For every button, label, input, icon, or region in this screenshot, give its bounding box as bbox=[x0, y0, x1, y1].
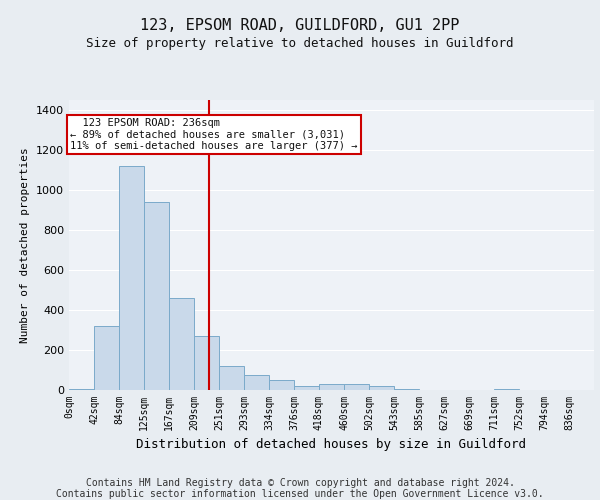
Bar bbox=[144, 202, 169, 390]
Bar bbox=[369, 386, 394, 390]
Bar bbox=[169, 298, 194, 390]
Text: Contains public sector information licensed under the Open Government Licence v3: Contains public sector information licen… bbox=[56, 489, 544, 499]
Bar bbox=[69, 389, 94, 390]
Bar bbox=[219, 366, 244, 390]
Bar bbox=[294, 386, 319, 390]
Bar bbox=[344, 384, 369, 390]
Bar bbox=[494, 389, 519, 390]
Bar bbox=[194, 336, 219, 390]
Bar bbox=[119, 166, 144, 390]
Text: 123 EPSOM ROAD: 236sqm
← 89% of detached houses are smaller (3,031)
11% of semi-: 123 EPSOM ROAD: 236sqm ← 89% of detached… bbox=[70, 118, 358, 151]
Bar bbox=[394, 389, 419, 390]
Bar bbox=[319, 384, 344, 390]
Bar bbox=[94, 326, 119, 390]
Bar bbox=[269, 380, 294, 390]
X-axis label: Distribution of detached houses by size in Guildford: Distribution of detached houses by size … bbox=[137, 438, 527, 452]
Text: Size of property relative to detached houses in Guildford: Size of property relative to detached ho… bbox=[86, 38, 514, 51]
Text: 123, EPSOM ROAD, GUILDFORD, GU1 2PP: 123, EPSOM ROAD, GUILDFORD, GU1 2PP bbox=[140, 18, 460, 32]
Text: Contains HM Land Registry data © Crown copyright and database right 2024.: Contains HM Land Registry data © Crown c… bbox=[86, 478, 514, 488]
Y-axis label: Number of detached properties: Number of detached properties bbox=[20, 147, 31, 343]
Bar bbox=[244, 375, 269, 390]
